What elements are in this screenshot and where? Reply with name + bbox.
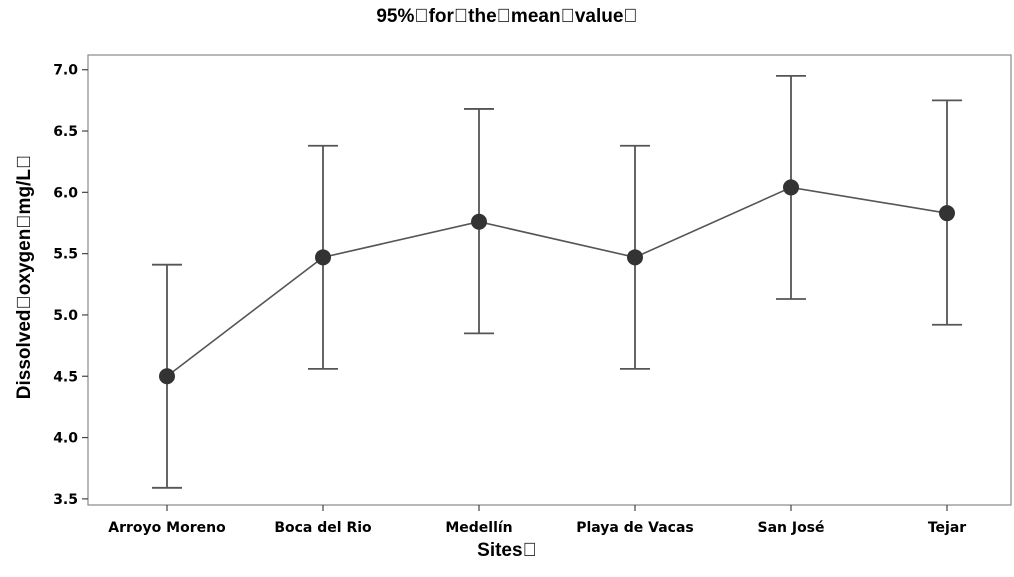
y-tick-label: 4.0: [53, 431, 78, 447]
data-point: [471, 213, 487, 230]
x-tick-label: Tejar: [928, 520, 966, 536]
x-tick-label: Medellín: [445, 520, 512, 536]
data-point: [939, 205, 955, 222]
x-axis-label: Sites : [477, 540, 537, 561]
y-tick-label: 5.0: [53, 308, 78, 324]
data-point: [315, 249, 331, 266]
series-line: [166, 186, 948, 377]
x-tick-label: San José: [757, 520, 824, 536]
chart-title: 95% for the mean value : [376, 6, 638, 27]
data-point: [783, 179, 799, 196]
x-tick-label: Playa de Vacas: [576, 520, 694, 536]
y-tick-label: 6.0: [53, 185, 78, 201]
y-tick-label: 6.5: [53, 124, 78, 140]
y-tick-label: 3.5: [53, 492, 78, 508]
y-tick-label: 4.5: [53, 369, 78, 385]
data-point: [627, 249, 643, 266]
x-tick-label: Boca del Rio: [274, 520, 372, 536]
data-point: [159, 368, 175, 385]
x-tick-label: Arroyo Moreno: [108, 520, 226, 536]
y-tick-label: 5.5: [53, 247, 78, 263]
plot-frame: [87, 54, 1012, 506]
y-tick-label: 7.0: [53, 63, 78, 79]
